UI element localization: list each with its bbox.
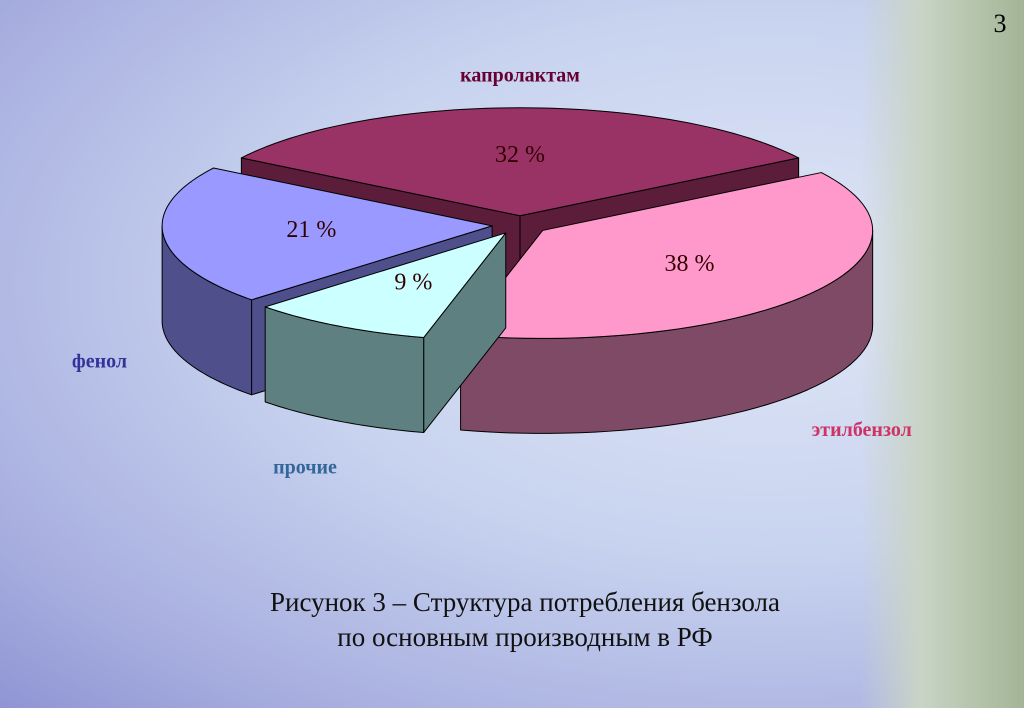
value-label: 21 %: [286, 217, 336, 243]
slice: [460, 172, 874, 339]
slice: [264, 232, 507, 434]
page-number: 3: [994, 9, 1007, 38]
value-label: 38 %: [664, 251, 714, 277]
slice: [460, 172, 874, 434]
caption-line: по основным производным в РФ: [337, 622, 712, 652]
caption-line: Рисунок 3 – Структура потребления бензол…: [270, 587, 780, 617]
slice: [161, 167, 493, 301]
category-label: капролактам: [460, 64, 580, 86]
category-label: прочие: [273, 457, 337, 479]
slice: [264, 232, 507, 339]
slice: [240, 107, 800, 217]
pie: [161, 107, 874, 434]
value-label: 9 %: [394, 270, 432, 296]
category-label: этилбензол: [812, 419, 912, 441]
category-label: фенол: [72, 351, 127, 373]
value-label: 32 %: [495, 142, 545, 168]
